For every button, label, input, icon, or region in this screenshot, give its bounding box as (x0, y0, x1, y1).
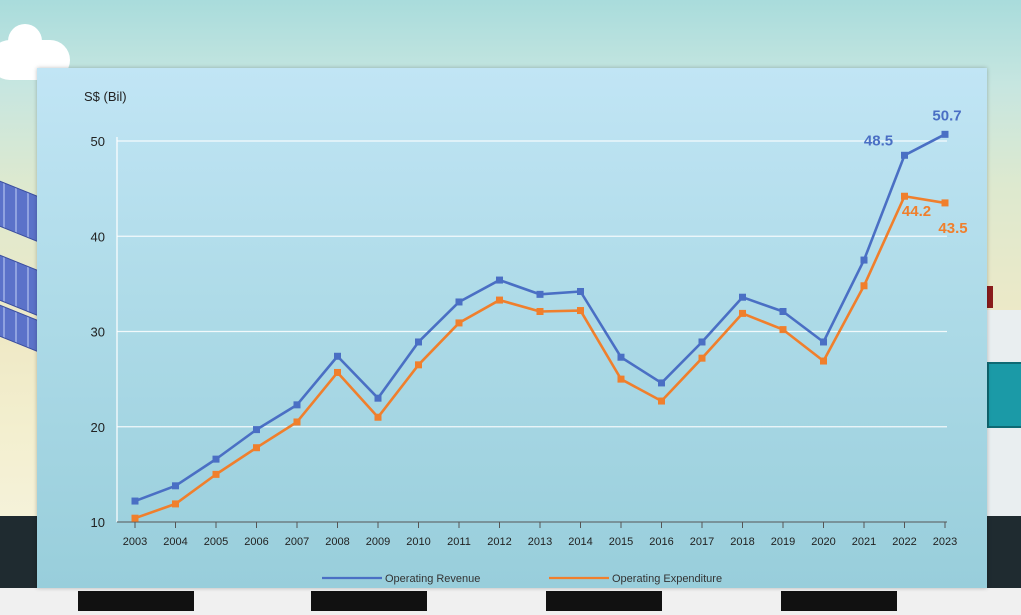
x-tick-label: 2014 (568, 536, 592, 548)
data-point (536, 307, 544, 315)
data-point (577, 287, 584, 295)
data-point (374, 394, 382, 402)
x-tick-label: 2013 (528, 536, 552, 548)
y-tick-label: 20 (91, 420, 105, 435)
data-point (131, 514, 139, 522)
data-point (941, 130, 949, 138)
x-tick-label: 2015 (609, 536, 633, 548)
data-point (212, 455, 220, 463)
x-tick-label: 2021 (852, 536, 876, 548)
data-point (698, 338, 706, 346)
x-tick-label: 2007 (285, 536, 309, 548)
data-point (901, 151, 908, 159)
x-tick-label: 2018 (730, 536, 754, 548)
data-point (253, 444, 260, 452)
data-labels: 48.5 50.7 44.2 43.5 (864, 107, 968, 237)
road-dash (311, 591, 427, 611)
legend-item: Operating Expenditure (549, 573, 722, 585)
data-point (658, 397, 665, 405)
x-tick-label: 2010 (406, 536, 430, 548)
data-point (496, 276, 503, 284)
x-tick-label: 2016 (649, 536, 673, 548)
gridlines (117, 140, 947, 428)
legend-label: Operating Revenue (385, 573, 480, 585)
data-point (739, 309, 746, 317)
series-operating-revenue (131, 130, 949, 505)
data-label: 50.7 (932, 107, 961, 124)
data-point (374, 413, 382, 421)
data-point (415, 361, 422, 369)
x-tick-label: 2006 (244, 536, 268, 548)
data-label: 43.5 (938, 220, 967, 237)
x-tick-label: 2008 (325, 536, 349, 548)
data-point (131, 497, 139, 505)
data-point (496, 296, 503, 304)
x-tick-label: 2022 (892, 536, 916, 548)
legend: Operating Revenue Operating Expenditure (322, 573, 722, 585)
data-point (617, 353, 625, 361)
data-point (293, 401, 301, 409)
x-tick-label: 2011 (447, 536, 471, 548)
data-point (698, 354, 706, 362)
x-tick-label: 2004 (163, 536, 187, 548)
legend-label: Operating Expenditure (612, 573, 722, 585)
data-label: 48.5 (864, 132, 893, 149)
x-tick-label: 2023 (933, 536, 957, 548)
data-point (455, 298, 463, 306)
data-point (941, 199, 949, 207)
x-tick-label: 2005 (204, 536, 228, 548)
data-point (860, 256, 868, 264)
data-point (172, 500, 179, 508)
data-point (860, 282, 868, 290)
data-point (658, 379, 665, 387)
axes: 10 20 30 40 50 2003 2004 2005 2006 2007 2008 2009 20… (91, 134, 958, 548)
data-point (779, 326, 787, 334)
series-operating-expenditure (131, 192, 949, 522)
y-tick-label: 10 (91, 515, 105, 530)
y-axis-title: S$ (Bil) (84, 89, 127, 104)
data-point (820, 357, 827, 365)
data-point (779, 307, 787, 315)
y-tick-label: 30 (91, 325, 105, 340)
data-point (617, 375, 625, 383)
x-tick-label: 2003 (123, 536, 147, 548)
y-tick-label: 50 (91, 134, 105, 149)
x-tick-label: 2012 (487, 536, 511, 548)
data-point (293, 418, 301, 426)
data-label: 44.2 (902, 203, 931, 220)
x-tick-label: 2020 (811, 536, 835, 548)
data-point (334, 368, 341, 376)
data-point (253, 426, 260, 434)
x-tick-label: 2009 (366, 536, 390, 548)
background-cloud (0, 24, 70, 80)
road-dash (78, 591, 194, 611)
data-point (455, 319, 463, 327)
background-building-window (987, 362, 1021, 428)
x-tick-label: 2019 (771, 536, 795, 548)
series (131, 130, 949, 522)
data-point (415, 338, 422, 346)
data-point (901, 192, 908, 200)
background-sign (985, 286, 993, 308)
chart-card: S$ (Bil) 10 20 30 40 50 2003 2004 2005 2006 2007 2… (37, 68, 987, 588)
x-tick-label: 2017 (690, 536, 714, 548)
data-point (334, 352, 341, 360)
y-tick-label: 40 (91, 229, 105, 244)
data-point (212, 470, 220, 478)
road-dash (546, 591, 662, 611)
data-point (820, 338, 827, 346)
data-point (172, 482, 179, 490)
data-point (536, 290, 544, 298)
series-line (134, 194, 946, 520)
data-point (577, 307, 584, 315)
line-chart: S$ (Bil) 10 20 30 40 50 2003 2004 2005 2006 2007 2… (84, 89, 968, 585)
data-point (739, 293, 746, 301)
legend-item: Operating Revenue (322, 573, 480, 585)
road-dash (781, 591, 897, 611)
